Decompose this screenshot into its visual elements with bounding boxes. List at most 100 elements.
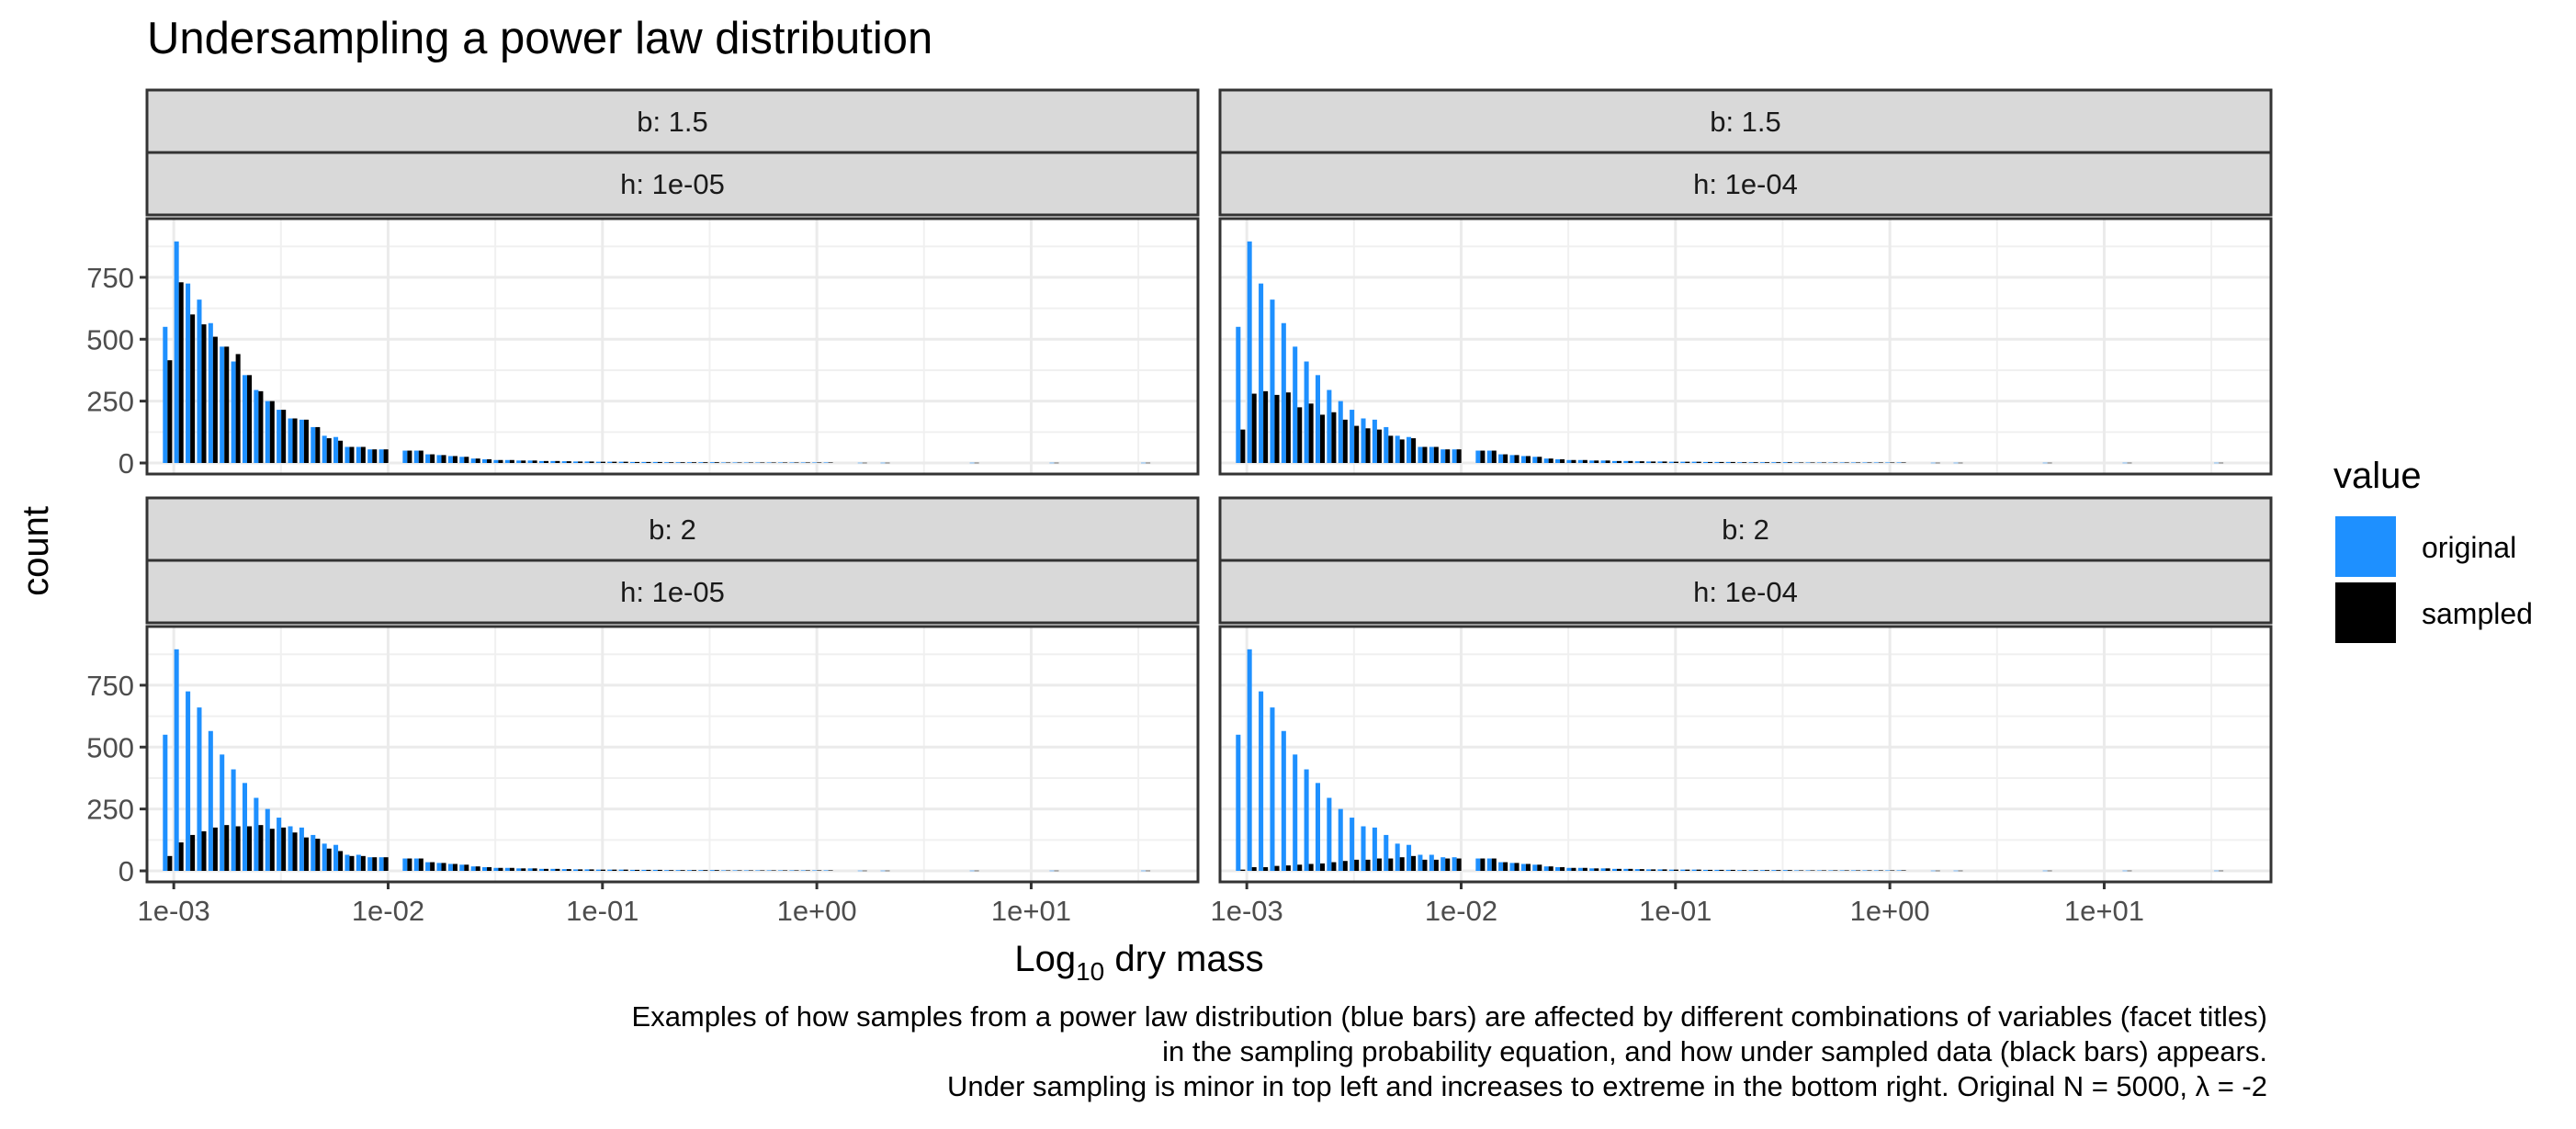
bar-sampled — [817, 462, 822, 463]
bar-original — [345, 446, 350, 463]
bar-sampled — [326, 848, 332, 871]
bar-sampled — [1605, 460, 1610, 463]
bar-sampled — [190, 834, 196, 871]
bar-sampled — [1445, 858, 1451, 871]
bar-original — [459, 864, 465, 871]
bar-sampled — [623, 461, 628, 463]
bar-original — [299, 419, 304, 463]
bar-original — [311, 426, 316, 463]
bar-sampled — [1856, 462, 1861, 463]
bar-sampled — [1821, 870, 1826, 871]
bar-original — [174, 649, 179, 871]
bar-sampled — [464, 864, 469, 871]
bar-original — [1657, 869, 1663, 871]
bar-sampled — [1297, 407, 1303, 463]
bar-original — [493, 459, 499, 463]
bar-sampled — [1685, 869, 1690, 871]
bar-sampled — [2219, 870, 2224, 872]
bar-sampled — [1342, 419, 1348, 463]
bar-original — [1141, 870, 1147, 872]
bar-sampled — [657, 869, 662, 871]
legend-title: value — [2333, 456, 2422, 496]
bar-sampled — [1776, 870, 1781, 871]
facet-strip-row — [1218, 88, 2273, 154]
bar-sampled — [224, 346, 230, 463]
bar-sampled — [1616, 868, 1622, 871]
bar-original — [299, 827, 304, 871]
bar-sampled — [657, 461, 662, 463]
bar-sampled — [2127, 462, 2132, 464]
bar-original — [1600, 868, 1606, 871]
bar-sampled — [1274, 394, 1280, 463]
bar-sampled — [1376, 858, 1382, 871]
bar-original — [1304, 361, 1309, 463]
bar-sampled — [748, 462, 753, 463]
bar-original — [1236, 734, 1241, 871]
bar-sampled — [1537, 864, 1542, 871]
bar-sampled — [783, 870, 788, 871]
facet-strip-col-label: h: 1e-04 — [1693, 576, 1798, 608]
bar-original — [288, 418, 293, 463]
bar-sampled — [600, 869, 605, 871]
bar-original — [1623, 460, 1629, 463]
bar-sampled — [680, 462, 685, 463]
bar-sampled — [178, 842, 184, 871]
bar-original — [1794, 870, 1800, 871]
bar-original — [1509, 455, 1515, 463]
x-axis-label-prefix: Log — [1014, 939, 1076, 979]
bar-original — [1236, 326, 1241, 463]
bar-original — [1634, 461, 1640, 463]
bar-original — [425, 454, 431, 463]
bar-original — [1509, 863, 1515, 871]
bar-sampled — [669, 870, 674, 871]
bar-sampled — [167, 855, 173, 871]
bar-original — [242, 783, 247, 871]
bar-original — [1281, 730, 1286, 871]
bar-original — [516, 460, 522, 463]
bar-sampled — [338, 440, 344, 463]
bar-original — [413, 450, 419, 463]
bar-original — [1680, 869, 1686, 871]
bar-original — [1281, 322, 1286, 463]
panel-border — [145, 217, 1200, 476]
bar-original — [721, 462, 727, 463]
bar-sampled — [1764, 462, 1770, 463]
bar-sampled — [1399, 439, 1405, 463]
bar-original — [1384, 426, 1389, 463]
bar-sampled — [1354, 425, 1360, 463]
bar-original — [1452, 857, 1457, 871]
bar-original — [800, 462, 806, 463]
bar-original — [709, 462, 715, 463]
bar-sampled — [1319, 863, 1326, 871]
bar-sampled — [566, 869, 571, 871]
bar-sampled — [691, 462, 697, 463]
bar-original — [1395, 435, 1400, 463]
bar-sampled — [1753, 870, 1758, 871]
bar-original — [1293, 754, 1298, 871]
bar-sampled — [281, 410, 287, 463]
bar-original — [1407, 436, 1412, 463]
bar-original — [527, 460, 533, 463]
bar-original — [1577, 459, 1583, 463]
bar-sampled — [1742, 870, 1747, 871]
bar-sampled — [1422, 446, 1428, 463]
bar-original — [311, 834, 316, 871]
bar-sampled — [566, 461, 571, 463]
bar-sampled — [1673, 869, 1678, 871]
bar-sampled — [1685, 461, 1690, 463]
bar-sampled — [1799, 870, 1804, 871]
bar-original — [641, 461, 647, 463]
bar-sampled — [1480, 858, 1486, 871]
bar-sampled — [623, 869, 628, 871]
bar-sampled — [246, 826, 253, 871]
bar-sampled — [349, 855, 355, 871]
bar-sampled — [246, 375, 253, 463]
facet-panel-1: b: 1.5 h: 1e-05 0 250 500 750 — [86, 88, 1200, 480]
bar-sampled — [1503, 454, 1508, 463]
bar-original — [1771, 462, 1777, 463]
bar-sampled — [1719, 869, 1724, 871]
bar-sampled — [1365, 428, 1371, 463]
x-tick-label: 1e-01 — [566, 895, 638, 927]
bar-sampled — [589, 869, 594, 871]
bar-original — [880, 462, 886, 464]
